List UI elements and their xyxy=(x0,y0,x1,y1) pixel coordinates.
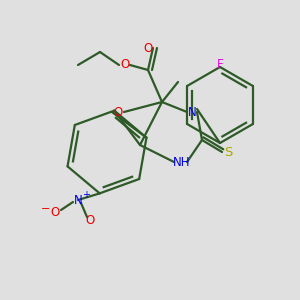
Text: N: N xyxy=(74,194,82,206)
Text: O: O xyxy=(50,206,60,218)
Text: O: O xyxy=(143,41,153,55)
Text: O: O xyxy=(120,58,130,71)
Text: S: S xyxy=(224,146,232,158)
Text: −: − xyxy=(41,204,51,214)
Text: O: O xyxy=(85,214,94,226)
Text: F: F xyxy=(217,58,223,71)
Text: +: + xyxy=(82,190,90,200)
Text: O: O xyxy=(113,106,123,118)
Text: N: N xyxy=(188,106,196,118)
Text: NH: NH xyxy=(173,155,191,169)
